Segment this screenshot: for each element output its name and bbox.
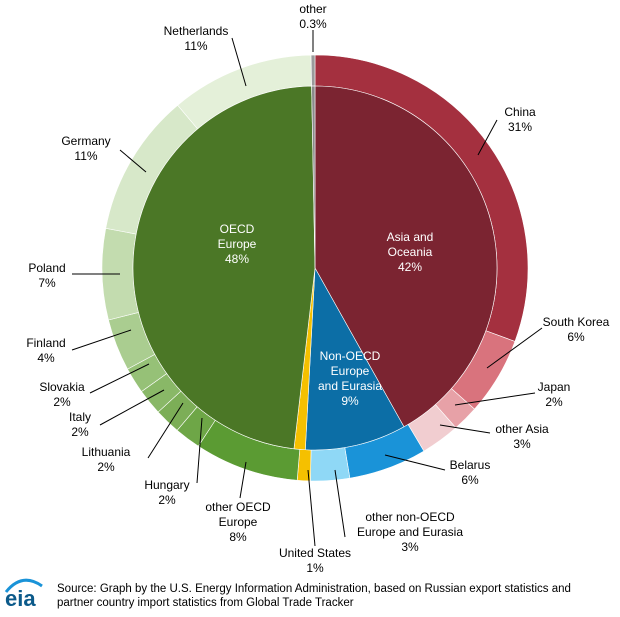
outer-value-label: 6% bbox=[567, 330, 585, 344]
inner-label: Asia and bbox=[387, 230, 434, 244]
outer-value-label: 2% bbox=[53, 395, 71, 409]
leader-line bbox=[99, 389, 165, 426]
outer-value-label: 0.3% bbox=[299, 17, 327, 31]
outer-label: Lithuania bbox=[82, 445, 131, 459]
leader-line bbox=[477, 119, 498, 156]
outer-value-label: 3% bbox=[513, 437, 531, 451]
outer-label: United States bbox=[279, 546, 351, 560]
inner-slice bbox=[311, 85, 316, 269]
outer-value-label: 3% bbox=[401, 540, 419, 554]
outer-value-label: 2% bbox=[97, 460, 115, 474]
outer-label: China bbox=[504, 105, 536, 119]
leader-line bbox=[231, 37, 247, 87]
outer-value-label: 4% bbox=[37, 351, 55, 365]
outer-label: Belarus bbox=[450, 458, 491, 472]
leader-line bbox=[119, 149, 147, 173]
inner-label: Non-OECD bbox=[320, 349, 381, 363]
leader-line bbox=[147, 402, 184, 459]
inner-value-label: 48% bbox=[225, 252, 249, 266]
inner-slice bbox=[304, 266, 405, 451]
outer-value-label: 1% bbox=[306, 561, 324, 575]
outer-label: Japan bbox=[538, 380, 571, 394]
leader-line bbox=[384, 454, 446, 471]
inner-label: Europe bbox=[331, 364, 370, 378]
logo-text: eia bbox=[5, 586, 36, 611]
leader-line bbox=[89, 363, 150, 394]
inner-label: and Eurasia bbox=[318, 379, 382, 393]
inner-label: OECD bbox=[220, 222, 255, 236]
outer-label: Slovakia bbox=[39, 380, 85, 394]
outer-value-label: 6% bbox=[461, 473, 479, 487]
outer-slice bbox=[310, 54, 316, 87]
inner-slice bbox=[314, 85, 498, 428]
leader-line bbox=[239, 461, 247, 499]
inner-value-label: 42% bbox=[398, 260, 422, 274]
outer-label: other non-OECD bbox=[365, 510, 455, 524]
leader-line bbox=[71, 329, 132, 351]
inner-value-label: 9% bbox=[341, 394, 359, 408]
outer-label: Germany bbox=[61, 134, 110, 148]
outer-label: Europe and Eurasia bbox=[357, 525, 463, 539]
outer-label: Poland bbox=[28, 261, 65, 275]
outer-value-label: 2% bbox=[71, 425, 89, 439]
outer-value-label: 2% bbox=[158, 493, 176, 507]
outer-value-label: 31% bbox=[508, 120, 532, 134]
outer-value-label: 11% bbox=[74, 149, 97, 163]
outer-label: South Korea bbox=[543, 315, 610, 329]
outer-label: other OECD bbox=[205, 500, 271, 514]
source-line: partner country import statistics from G… bbox=[57, 597, 354, 609]
outer-label: Europe bbox=[219, 515, 258, 529]
outer-slice bbox=[310, 447, 351, 482]
outer-label: other Asia bbox=[495, 422, 549, 436]
outer-label: other bbox=[299, 2, 326, 16]
leader-line bbox=[307, 469, 316, 547]
outer-value-label: 7% bbox=[38, 276, 56, 290]
leader-line bbox=[454, 392, 536, 406]
inner-label: Europe bbox=[218, 237, 257, 251]
outer-label: Finland bbox=[26, 336, 65, 350]
source-line: Source: Graph by the U.S. Energy Informa… bbox=[57, 583, 571, 595]
outer-value-label: 8% bbox=[229, 530, 247, 544]
outer-label: Netherlands bbox=[164, 24, 229, 38]
inner-label: Oceania bbox=[388, 245, 433, 259]
eia-logo: eia bbox=[4, 578, 43, 611]
outer-label: Italy bbox=[69, 410, 91, 424]
inner-slice bbox=[132, 85, 316, 450]
leader-line bbox=[486, 327, 543, 369]
leader-line bbox=[334, 469, 346, 538]
leader-line bbox=[439, 424, 491, 434]
logo-arc bbox=[4, 578, 43, 593]
outer-value-label: 11% bbox=[184, 39, 207, 53]
leader-line bbox=[196, 417, 203, 484]
outer-label: Hungary bbox=[144, 478, 189, 492]
outer-value-label: 2% bbox=[545, 395, 563, 409]
